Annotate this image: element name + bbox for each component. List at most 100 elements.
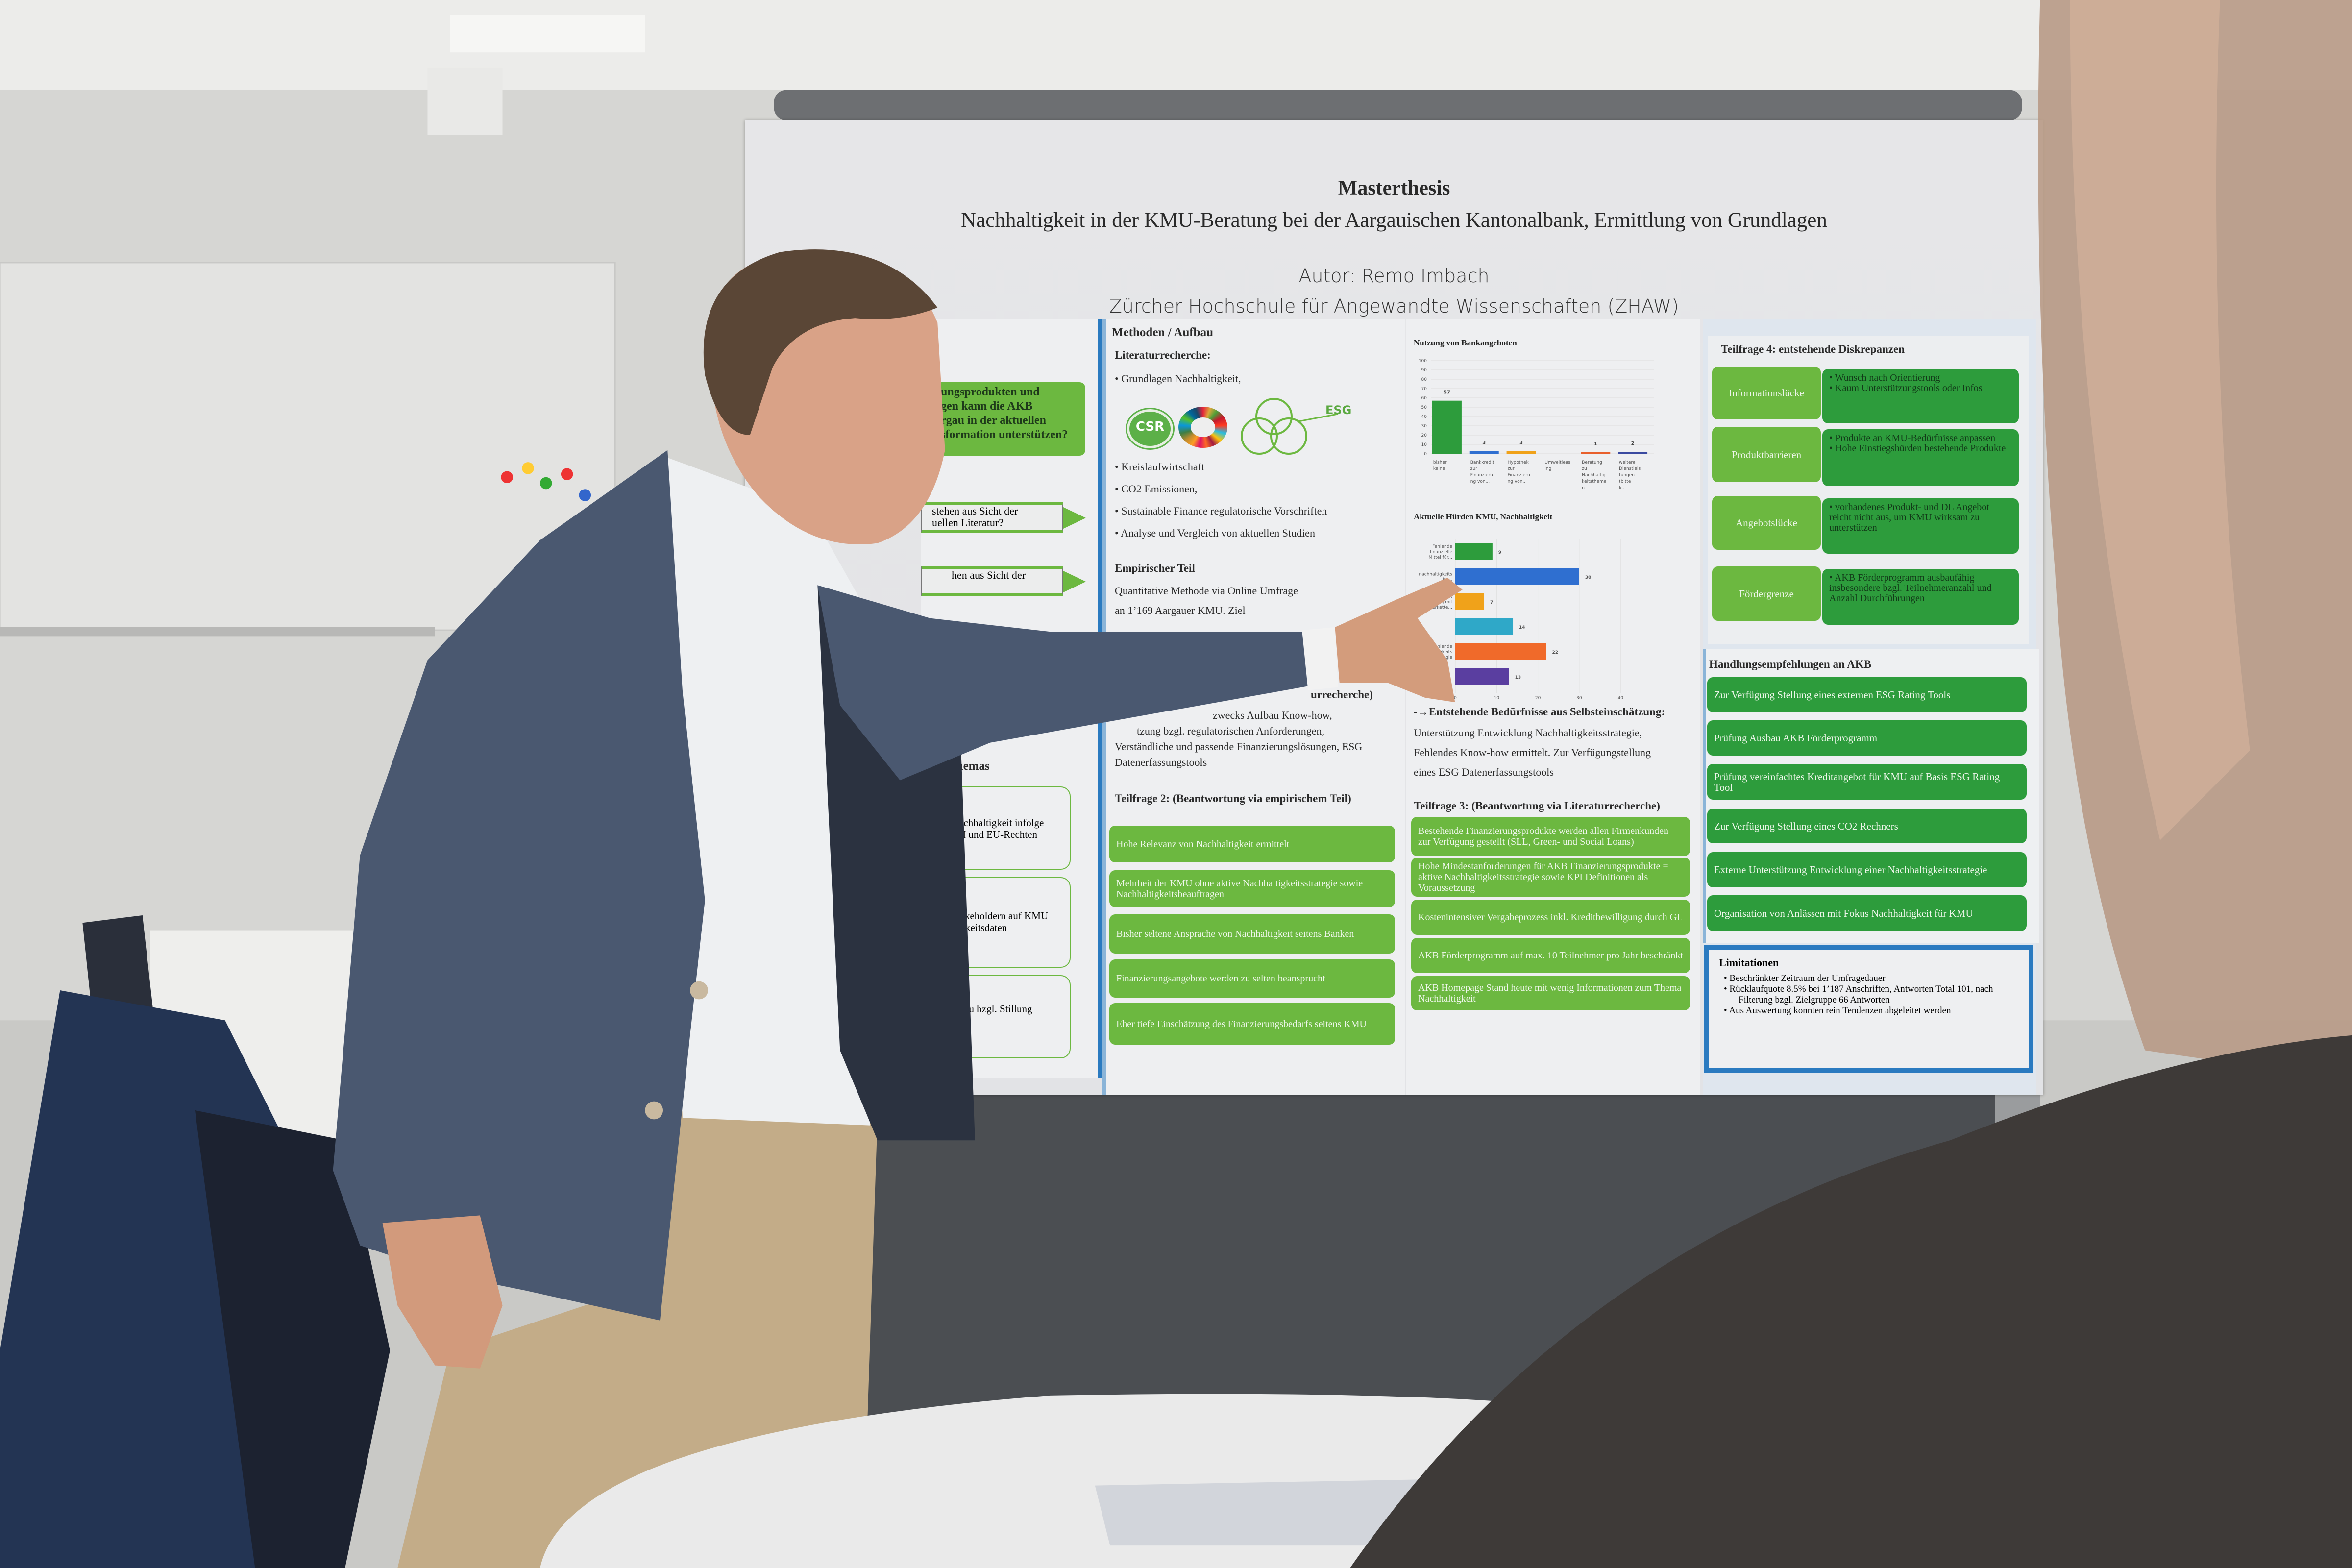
limitation-item: • Beschränkter Zeitraum der Umfragedauer: [1724, 973, 1886, 983]
chart2-x-tick: 20: [1535, 696, 1541, 701]
chart2-bar: [1455, 543, 1493, 560]
discrepancy-label: Produktbarrieren: [1712, 427, 1821, 482]
chart1-category-label: Bankkredit: [1470, 460, 1494, 465]
teilfrage4-title: Teilfrage 4: entstehende Diskrepanzen: [1721, 343, 1905, 355]
jacket-button: [690, 981, 708, 1000]
jacket-button: [645, 1101, 663, 1120]
literature-bullet: • Kreislaufwirtschaft: [1115, 461, 1205, 473]
arrow-head-icon: [1063, 571, 1086, 592]
empirical-text: Quantitative Methode via Online Umfrage: [1115, 585, 1298, 597]
chart1-category-label: keine: [1433, 466, 1446, 471]
chart1-value-label: 3: [1519, 440, 1523, 445]
teilfrage1-text: Datenerfassungstools: [1115, 756, 1207, 768]
chart1-value-label: 1: [1594, 441, 1597, 447]
question-line: ungsprodukten und: [941, 386, 1040, 398]
presenter-arm: [817, 585, 1328, 781]
bullet-text: Analyse und Vergleich von aktuellen Stud…: [1121, 527, 1315, 539]
chart2-bar: [1455, 593, 1485, 610]
poster-author: Autor: Remo Imbach: [1298, 265, 1490, 287]
finding-box: Mehrheit der KMU ohne aktive Nachhaltigk…: [1109, 870, 1395, 907]
limitations-panel: Limitationen • Beschränkter Zeitraum der…: [1704, 945, 2034, 1073]
poster-subtitle: Nachhaltigkeit in der KMU-Beratung bei d…: [961, 209, 1827, 232]
chart2-title: Aktuelle Hürden KMU, Nachhaltigkeit: [1414, 512, 1553, 521]
chart1-value-label: 3: [1482, 440, 1486, 445]
discrepancy-point: • Wunsch nach Orientierung: [1829, 372, 1940, 383]
topic-line: CH und EU-Rechten: [952, 829, 1037, 840]
esg-logo-text: ESG: [1325, 403, 1351, 417]
teilfrage1-text: Verständliche und passende Finanzierungs…: [1115, 740, 1363, 753]
arrow-text: stehen aus Sicht der: [932, 505, 1018, 517]
chart2-category-label: nachhaltigkeits: [1419, 572, 1453, 577]
presenter-hair: [703, 249, 938, 436]
finding-box: Hohe Mindestanforderungen für AKB Finanz…: [1411, 858, 1690, 897]
chart1-category-label: ng von...: [1470, 479, 1490, 484]
chart2-bar: [1455, 668, 1509, 685]
chart1-bar: [1581, 452, 1611, 454]
chart1-bar: [1469, 451, 1499, 454]
chart1-y-tick: 10: [1421, 442, 1427, 447]
discrepancy-detail: • AKB Förderprogramm ausbaufähig insbeso…: [1822, 569, 2019, 625]
esg-logo: ESG: [1241, 398, 1351, 455]
recommendation-item: Organisation von Anlässen mit Fokus Nach…: [1707, 895, 2027, 931]
whiteboard: [0, 262, 616, 631]
chart2-category-label: ...ieferkette...: [1422, 605, 1452, 610]
chart1-category-label: Dienstleis: [1619, 466, 1641, 471]
discrepancy-point: • Kaum Unterstützungstools oder Infos: [1829, 383, 1983, 393]
teilfrage3-title: Teilfrage 3: (Beantwortung via Literatur…: [1414, 800, 1660, 812]
discrepancy-label: Angebotslücke: [1712, 496, 1821, 550]
literature-bullet: • Analyse und Vergleich von aktuellen St…: [1115, 527, 1315, 539]
magnets: [501, 462, 591, 501]
chart1-y-tick: 90: [1421, 368, 1427, 373]
chart2-value-label: 22: [1552, 650, 1558, 655]
chart1-y-tick: 60: [1421, 396, 1427, 401]
chart1-category-label: n: [1582, 486, 1585, 490]
literature-bullet: • CO2 Emissionen,: [1115, 483, 1198, 495]
ceiling: [0, 0, 2352, 90]
empirical-text: an 1’169 Aargauer KMU. Ziel: [1115, 604, 1246, 616]
chart1-category-label: ng von...: [1508, 479, 1527, 484]
chart2-x-tick: 40: [1617, 696, 1623, 701]
ceiling-light: [450, 15, 645, 53]
finding-box: AKB Homepage Stand heute mit wenig Infor…: [1411, 976, 1690, 1010]
presenter: [333, 249, 1463, 1568]
teilfrage1-text: tzung bzgl. regulatorischen Anforderunge…: [1137, 725, 1325, 737]
discrepancy-point: • vorhandenes Produkt- und DL Angebot re…: [1829, 502, 1989, 533]
finding-box: Bestehende Finanzierungsprodukte werden …: [1411, 817, 1690, 856]
chart1-bar: [1618, 452, 1648, 454]
chart2-x-tick: 30: [1576, 696, 1582, 701]
chart1-category-label: ing: [1544, 466, 1551, 471]
bullet-text: Grundlagen Nachhaltigkeit,: [1121, 372, 1241, 385]
chart1-category-label: Nachhaltig: [1582, 473, 1605, 478]
chart1-category-label: Umweltleas: [1544, 460, 1570, 465]
chart1-y-tick: 70: [1421, 387, 1427, 392]
bullet-text: Sustainable Finance regulatorische Vorsc…: [1121, 505, 1327, 517]
recommendation-item: Zur Verfügung Stellung eines externen ES…: [1707, 677, 2027, 712]
chart1-y-tick: 0: [1424, 452, 1427, 457]
csr-logo: CSR: [1127, 409, 1173, 448]
literature-title: Literaturrecherche:: [1115, 349, 1211, 361]
needs-text: eines ESG Datenerfassungstools: [1414, 766, 1554, 778]
chart1-category-label: zur: [1470, 466, 1477, 471]
chart1-category-label: Finanzieru: [1470, 473, 1493, 478]
chart1-y-tick: 30: [1421, 424, 1427, 429]
wall-box: [427, 67, 503, 135]
chart1-value-label: 57: [1444, 390, 1450, 395]
recommendations-title: Handlungsempfehlungen an AKB: [1709, 658, 1872, 670]
chart2-value-label: 13: [1515, 675, 1521, 680]
discrepancy-detail: • Wunsch nach Orientierung • Kaum Unterst…: [1822, 369, 2019, 423]
question-line: sformation unterstützen?: [941, 428, 1068, 441]
presenter-jacket: [333, 450, 705, 1321]
chart1-bar: [1506, 451, 1536, 454]
presenter-cuff: [1302, 627, 1338, 690]
discrepancy-detail: • vorhandenes Produkt- und DL Angebot re…: [1822, 498, 2019, 554]
discrepancy-detail: • Produkte an KMU-Bedürfnisse anpassen • …: [1822, 429, 2019, 486]
teilfrage1-text: zwecks Aufbau Know-how,: [1213, 709, 1332, 721]
subquestion-arrow-2: hen aus Sicht der: [921, 566, 1063, 596]
csr-logo-text: CSR: [1135, 419, 1165, 434]
poster-title: Masterthesis: [1338, 177, 1450, 199]
poster-hanging-rail: [774, 90, 2022, 120]
chart1-category-label: zur: [1508, 466, 1515, 471]
chart2-category-label: finanzielle: [1430, 550, 1452, 555]
recommendation-item: Prüfung vereinfachtes Kreditangebot für …: [1707, 764, 2027, 800]
